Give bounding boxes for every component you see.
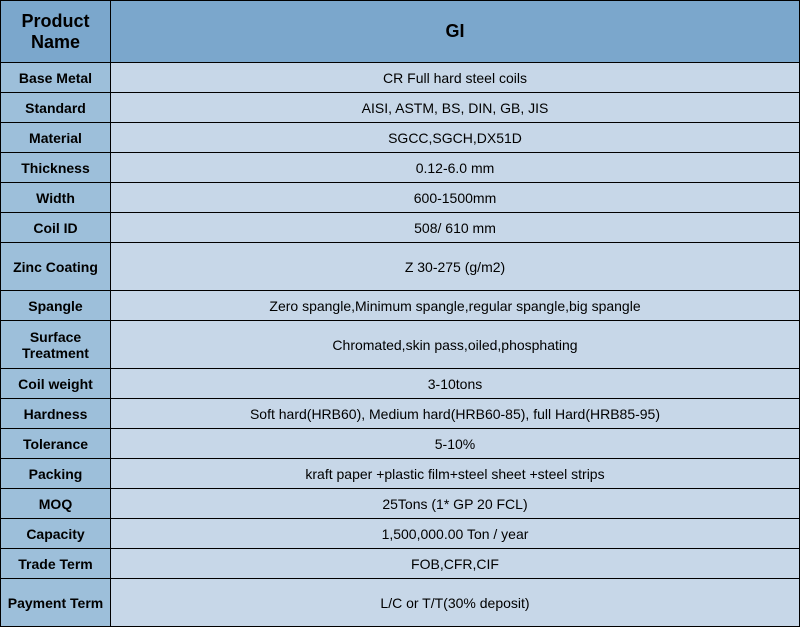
table-row: MaterialSGCC,SGCH,DX51D [1, 123, 800, 153]
row-label: Thickness [1, 153, 111, 183]
table-row: SpangleZero spangle,Minimum spangle,regu… [1, 291, 800, 321]
row-value: Z 30-275 (g/m2) [111, 243, 800, 291]
table-row: Zinc CoatingZ 30-275 (g/m2) [1, 243, 800, 291]
row-value: AISI, ASTM, BS, DIN, GB, JIS [111, 93, 800, 123]
row-label: Packing [1, 459, 111, 489]
row-value: 1,500,000.00 Ton / year [111, 519, 800, 549]
row-label: Hardness [1, 399, 111, 429]
row-label: Tolerance [1, 429, 111, 459]
row-label: Trade Term [1, 549, 111, 579]
row-value: kraft paper +plastic film+steel sheet +s… [111, 459, 800, 489]
row-value: Chromated,skin pass,oiled,phosphating [111, 321, 800, 369]
header-value: GI [111, 1, 800, 63]
row-label: Spangle [1, 291, 111, 321]
row-value: L/C or T/T(30% deposit) [111, 579, 800, 627]
row-value: 508/ 610 mm [111, 213, 800, 243]
row-value: Zero spangle,Minimum spangle,regular spa… [111, 291, 800, 321]
table-row: HardnessSoft hard(HRB60), Medium hard(HR… [1, 399, 800, 429]
table-row: Coil ID508/ 610 mm [1, 213, 800, 243]
row-label: Zinc Coating [1, 243, 111, 291]
row-label: MOQ [1, 489, 111, 519]
row-label: Width [1, 183, 111, 213]
row-value: Soft hard(HRB60), Medium hard(HRB60-85),… [111, 399, 800, 429]
spec-table-container: Product NameGIBase MetalCR Full hard ste… [0, 0, 800, 627]
table-row: Payment TermL/C or T/T(30% deposit) [1, 579, 800, 627]
table-row: Base MetalCR Full hard steel coils [1, 63, 800, 93]
table-row: Width600-1500mm [1, 183, 800, 213]
row-value: 0.12-6.0 mm [111, 153, 800, 183]
row-label: Surface Treatment [1, 321, 111, 369]
row-label: Material [1, 123, 111, 153]
row-value: 3-10tons [111, 369, 800, 399]
row-value: 25Tons (1* GP 20 FCL) [111, 489, 800, 519]
table-body: Product NameGIBase MetalCR Full hard ste… [1, 1, 800, 627]
row-value: 5-10% [111, 429, 800, 459]
row-value: FOB,CFR,CIF [111, 549, 800, 579]
row-label: Coil ID [1, 213, 111, 243]
row-label: Coil weight [1, 369, 111, 399]
table-row: Tolerance5-10% [1, 429, 800, 459]
table-row: Trade TermFOB,CFR,CIF [1, 549, 800, 579]
row-label: Payment Term [1, 579, 111, 627]
table-row: Capacity1,500,000.00 Ton / year [1, 519, 800, 549]
table-row: MOQ25Tons (1* GP 20 FCL) [1, 489, 800, 519]
table-row: Packingkraft paper +plastic film+steel s… [1, 459, 800, 489]
row-label: Capacity [1, 519, 111, 549]
header-row: Product NameGI [1, 1, 800, 63]
spec-table: Product NameGIBase MetalCR Full hard ste… [0, 0, 800, 627]
row-label: Standard [1, 93, 111, 123]
row-value: SGCC,SGCH,DX51D [111, 123, 800, 153]
header-label: Product Name [1, 1, 111, 63]
table-row: StandardAISI, ASTM, BS, DIN, GB, JIS [1, 93, 800, 123]
table-row: Thickness0.12-6.0 mm [1, 153, 800, 183]
row-value: 600-1500mm [111, 183, 800, 213]
row-label: Base Metal [1, 63, 111, 93]
table-row: Coil weight3-10tons [1, 369, 800, 399]
table-row: Surface TreatmentChromated,skin pass,oil… [1, 321, 800, 369]
row-value: CR Full hard steel coils [111, 63, 800, 93]
